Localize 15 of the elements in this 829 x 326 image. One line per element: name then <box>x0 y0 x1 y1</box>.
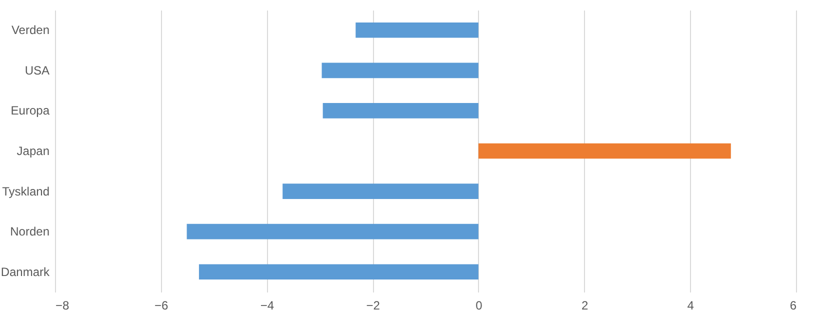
x-tick-label: 0 <box>476 298 483 312</box>
x-tick-label: −4 <box>260 298 274 312</box>
x-tick-label: 6 <box>790 298 797 312</box>
x-tick-label: 4 <box>687 298 694 312</box>
x-tick-label: −2 <box>366 298 380 312</box>
x-tick-label: −6 <box>154 298 169 312</box>
x-tick-label: −8 <box>56 298 70 312</box>
y-tick-label: Japan <box>16 144 50 158</box>
y-tick-label: Danmark <box>0 264 50 279</box>
y-tick-label: Norden <box>10 224 50 239</box>
y-tick-label: USA <box>24 63 50 78</box>
y-tick-label: Verden <box>11 23 50 38</box>
x-tick-label: 2 <box>581 298 588 312</box>
y-tick-label: Tyskland <box>2 184 50 198</box>
y-tick-label: Europa <box>10 104 50 118</box>
